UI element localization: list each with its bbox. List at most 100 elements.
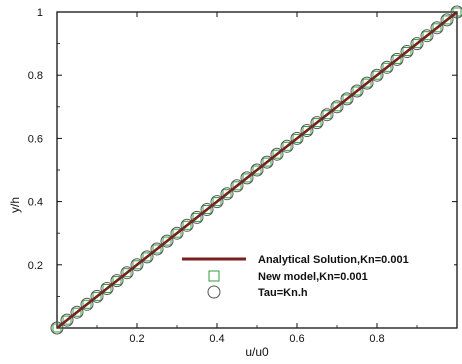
square-marker: [192, 212, 202, 222]
circle-marker: [130, 258, 144, 272]
series-layer: [50, 5, 462, 335]
circle-marker: [70, 305, 84, 319]
series-1: [52, 7, 462, 333]
square-marker: [312, 118, 322, 128]
square-marker: [92, 291, 102, 301]
circle-marker: [300, 124, 314, 137]
circle-marker: [170, 226, 184, 240]
circle-marker: [100, 282, 114, 295]
legend-label: Tau=Kn.h: [258, 287, 308, 299]
circle-marker: [420, 29, 434, 43]
x-tick-label: 0.2: [129, 333, 144, 345]
square-marker: [332, 102, 342, 112]
circle-marker: [120, 266, 134, 280]
square-marker: [362, 78, 372, 88]
circle-marker: [450, 5, 462, 19]
square-marker: [242, 173, 252, 183]
legend-circle-swatch: [207, 285, 221, 299]
square-marker: [162, 236, 172, 246]
circle-marker: [270, 147, 284, 161]
square-marker: [322, 110, 332, 120]
square-marker: [412, 39, 422, 49]
square-marker: [82, 299, 92, 309]
legend-square-swatch: [208, 270, 220, 282]
square-marker: [432, 23, 442, 33]
square-marker: [132, 260, 142, 270]
square-marker: [232, 181, 242, 191]
circle-marker: [280, 139, 294, 153]
x-tick-label: 0.4: [209, 333, 224, 345]
x-axis-label: u/u0: [245, 345, 269, 359]
circle-marker: [340, 92, 354, 106]
y-tick-label: 1: [37, 7, 43, 19]
square-marker: [452, 7, 462, 17]
circle-marker: [80, 297, 94, 311]
circle-marker: [320, 108, 334, 122]
legend-label: New model,Kn=0.001: [258, 271, 368, 283]
series-2: [50, 5, 462, 335]
circle-marker: [390, 52, 404, 66]
square-marker: [142, 252, 152, 262]
circle-marker: [50, 321, 64, 335]
square-marker: [342, 94, 352, 104]
square-marker: [292, 133, 302, 143]
square-marker: [152, 244, 162, 254]
circle-marker: [240, 171, 254, 185]
circle-marker: [60, 313, 74, 327]
square-marker: [72, 307, 82, 317]
circle-marker: [140, 250, 154, 264]
y-tick-label: 0.6: [28, 133, 43, 145]
y-axis-label: y/h: [8, 197, 22, 213]
square-marker: [252, 165, 262, 175]
circle-marker: [250, 163, 264, 177]
circle-marker: [400, 45, 414, 58]
square-marker: [62, 315, 72, 325]
circle-marker: [290, 131, 304, 145]
circle-marker: [410, 37, 424, 51]
circle-marker: [370, 68, 384, 82]
y-tick-label: 0.8: [28, 70, 43, 82]
circle-marker: [310, 116, 324, 130]
square-marker: [102, 284, 112, 293]
square-marker: [302, 126, 312, 135]
circle-marker: [360, 76, 374, 90]
legend-background: [178, 252, 454, 304]
circle-marker: [150, 242, 164, 256]
legend: Analytical Solution,Kn=0.001 New model,Kn…: [178, 252, 454, 304]
analytical-solution-line-top: [56, 11, 458, 329]
square-marker: [212, 197, 222, 207]
square-marker: [392, 54, 402, 64]
square-marker: [122, 268, 132, 278]
square-marker: [262, 157, 272, 167]
y-tick-label: 0.4: [28, 197, 43, 209]
y-tick-label: 0.2: [28, 260, 43, 272]
circle-marker: [200, 203, 214, 216]
square-marker: [442, 15, 452, 25]
circle-marker: [330, 100, 344, 114]
square-marker: [202, 205, 212, 214]
circle-marker: [110, 274, 124, 288]
circle-marker: [440, 13, 454, 27]
square-marker: [172, 228, 182, 238]
square-marker: [182, 220, 192, 230]
circle-marker: [430, 21, 444, 35]
circle-marker: [260, 155, 274, 169]
circle-marker: [160, 234, 174, 248]
square-marker: [112, 276, 122, 286]
x-tick-label: 0.6: [289, 333, 304, 345]
square-marker: [422, 31, 432, 41]
circle-marker: [380, 60, 394, 74]
circle-marker: [90, 289, 104, 303]
circle-marker: [190, 210, 204, 224]
square-marker: [402, 47, 412, 56]
legend-label: Analytical Solution,Kn=0.001: [258, 254, 409, 266]
x-tick-label: 0.8: [369, 333, 384, 345]
square-marker: [222, 189, 232, 199]
circle-marker: [230, 179, 244, 193]
circle-marker: [350, 84, 364, 98]
square-marker: [282, 141, 292, 151]
square-marker: [272, 149, 282, 159]
square-marker: [372, 70, 382, 80]
